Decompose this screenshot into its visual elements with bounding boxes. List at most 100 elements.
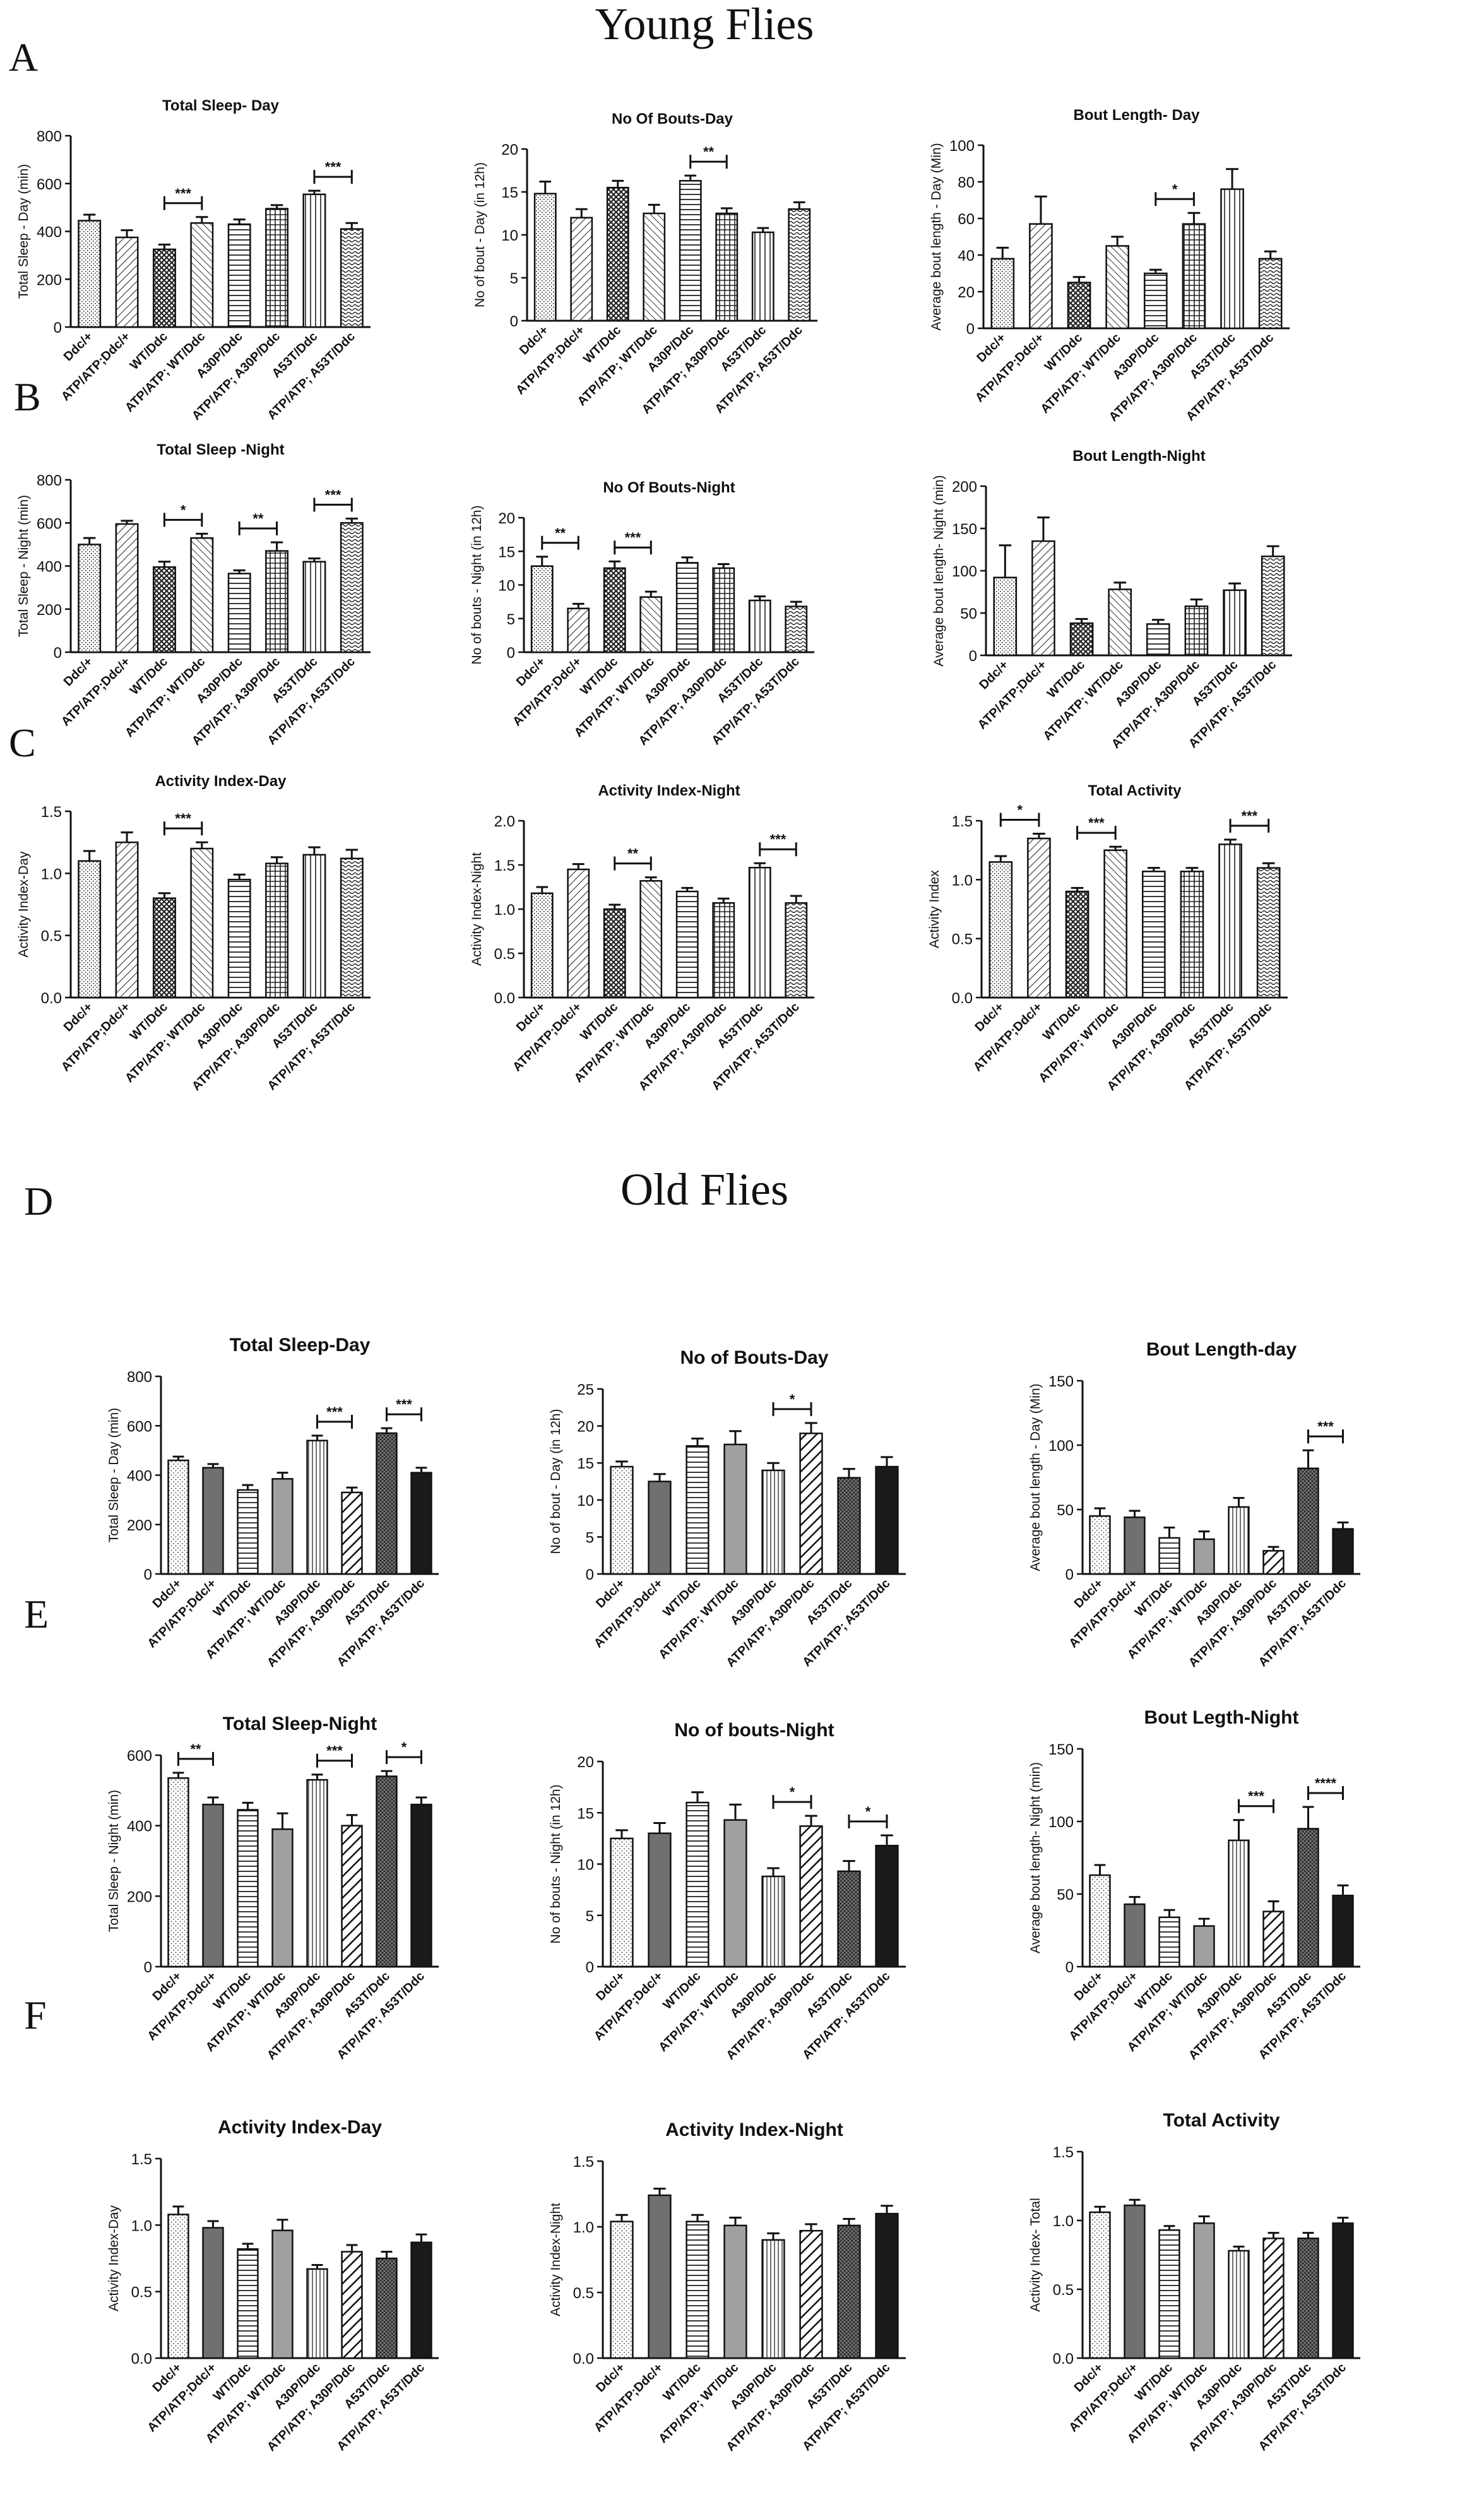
bar bbox=[751, 231, 775, 322]
bar bbox=[1029, 223, 1053, 330]
bar bbox=[799, 2229, 823, 2359]
bar bbox=[875, 1465, 899, 1575]
bar bbox=[610, 2220, 634, 2359]
y-tick-label: 25 bbox=[577, 1381, 594, 1398]
bar bbox=[799, 1433, 823, 1575]
y-tick-label: 0 bbox=[144, 1959, 152, 1976]
bar bbox=[302, 193, 326, 328]
chart-title: Bout Length-day bbox=[1146, 1339, 1297, 1360]
y-axis-label: Average bout length- Night (min) bbox=[932, 475, 946, 666]
bar bbox=[712, 567, 735, 653]
y-tick-label: 0.0 bbox=[41, 990, 62, 1007]
y-tick-label: 0.5 bbox=[1053, 2282, 1074, 2299]
y-tick-label: 1.5 bbox=[494, 857, 515, 874]
chart-3: Bout Length- Day 0 20 40 60 80 100 Average bout… bbox=[929, 107, 1290, 424]
bar bbox=[1218, 843, 1242, 999]
bar bbox=[190, 847, 214, 999]
y-tick-label: 200 bbox=[127, 1888, 152, 1905]
y-tick-label: 15 bbox=[501, 184, 518, 201]
bar bbox=[723, 2224, 747, 2359]
chart-6: Bout Length-Night 0 50 100 150 200 Average bou… bbox=[932, 448, 1292, 751]
panel-letter-e: E bbox=[24, 1592, 49, 1636]
x-tick-label: Ddc/+ bbox=[593, 1969, 627, 2003]
significance-label: *** bbox=[175, 186, 191, 201]
chart-title: Bout Length- Day bbox=[1074, 107, 1201, 124]
y-tick-label: 150 bbox=[1048, 1373, 1074, 1390]
x-tick-label: Ddc/+ bbox=[593, 1576, 627, 1611]
x-tick-label: ATP/ATP;Ddc/+ bbox=[59, 655, 133, 729]
x-tick-label: ATP/ATP;Ddc/+ bbox=[513, 323, 588, 398]
bar bbox=[410, 2241, 432, 2359]
bar bbox=[761, 2239, 785, 2359]
bar bbox=[1220, 188, 1244, 330]
y-tick-label: 1.0 bbox=[41, 866, 62, 883]
bar bbox=[1332, 2222, 1354, 2359]
x-tick-label: Ddc/+ bbox=[61, 1000, 95, 1034]
x-tick-label: Ddc/+ bbox=[976, 658, 1011, 692]
y-tick-label: 400 bbox=[37, 224, 62, 241]
significance-label: *** bbox=[175, 811, 191, 826]
bar bbox=[567, 868, 590, 999]
bar bbox=[1193, 1925, 1215, 1968]
y-tick-label: 1.5 bbox=[1053, 2144, 1074, 2161]
bar bbox=[341, 2251, 363, 2359]
bar bbox=[837, 1477, 861, 1575]
y-tick-label: 5 bbox=[507, 611, 515, 628]
bar bbox=[1297, 1467, 1319, 1575]
bar bbox=[152, 248, 176, 328]
y-tick-label: 0.5 bbox=[573, 2285, 594, 2302]
y-tick-label: 1.0 bbox=[131, 2217, 152, 2234]
y-axis-label: No of bout - Day (in 12h) bbox=[549, 1409, 563, 1554]
bar bbox=[1182, 223, 1206, 330]
y-tick-label: 60 bbox=[958, 211, 975, 228]
chart-15: Bout Legth-Night 0 50 100 150 Average bout le… bbox=[1028, 1707, 1360, 2063]
bar bbox=[1089, 1515, 1111, 1575]
y-tick-label: 100 bbox=[1048, 1814, 1074, 1831]
bar bbox=[202, 1803, 224, 1968]
y-axis-label: Total Sleep - Night (min) bbox=[16, 495, 31, 637]
y-axis-label: Activity Index-Day bbox=[16, 851, 31, 958]
bar bbox=[1228, 1839, 1250, 1968]
old-flies-heading: Old Flies bbox=[620, 1164, 788, 1215]
panel-letter-b: B bbox=[14, 374, 41, 419]
y-axis-label: Activity Index-Night bbox=[470, 852, 484, 966]
significance-label: *** bbox=[1242, 808, 1258, 824]
y-tick-label: 0.5 bbox=[952, 931, 973, 948]
bar bbox=[748, 599, 771, 653]
bar bbox=[648, 2194, 672, 2359]
bar bbox=[648, 1481, 672, 1575]
chart-12: Bout Length-day 0 50 100 150 Average bout len… bbox=[1028, 1339, 1360, 1670]
bar bbox=[1089, 1874, 1111, 1968]
y-axis-label: Activity Index- Total bbox=[1028, 2198, 1043, 2312]
y-tick-label: 800 bbox=[127, 1369, 152, 1386]
y-tick-label: 600 bbox=[37, 176, 62, 193]
y-tick-label: 10 bbox=[577, 1857, 594, 1874]
x-tick-label: Ddc/+ bbox=[972, 1000, 1006, 1034]
bar bbox=[1193, 1538, 1215, 1575]
x-tick-label: ATP/ATP;Ddc/+ bbox=[973, 331, 1047, 405]
bar bbox=[115, 523, 139, 653]
x-tick-label: Ddc/+ bbox=[514, 655, 548, 689]
y-tick-label: 0 bbox=[510, 313, 518, 330]
bar bbox=[1158, 1916, 1180, 1968]
bar bbox=[376, 1432, 398, 1575]
chart-title: Activity Index-Day bbox=[218, 2117, 382, 2138]
bar bbox=[788, 208, 811, 322]
bar bbox=[78, 544, 102, 653]
chart-title: No of Bouts-Day bbox=[680, 1347, 829, 1368]
chart-5: No Of Bouts-Night 0 5 10 15 20 No of bouts - N… bbox=[470, 479, 814, 748]
bar bbox=[190, 537, 214, 653]
bar bbox=[610, 1837, 634, 1968]
significance-label: *** bbox=[326, 1404, 343, 1420]
y-tick-label: 200 bbox=[37, 602, 62, 619]
bar bbox=[152, 566, 176, 653]
y-tick-label: 0.5 bbox=[494, 946, 515, 963]
y-tick-label: 200 bbox=[37, 271, 62, 289]
x-tick-label: ATP/ATP;Ddc/+ bbox=[510, 655, 585, 729]
bar bbox=[1105, 245, 1130, 330]
y-tick-label: 1.0 bbox=[494, 902, 515, 919]
y-axis-label: Total Sleep - Night (min) bbox=[107, 1790, 121, 1932]
y-axis-label: Activity Index-Night bbox=[549, 2203, 563, 2316]
chart-7: Activity Index-Day 0.0 0.5 1.0 1.5 Activity I… bbox=[16, 773, 371, 1094]
bar bbox=[1089, 2211, 1111, 2359]
